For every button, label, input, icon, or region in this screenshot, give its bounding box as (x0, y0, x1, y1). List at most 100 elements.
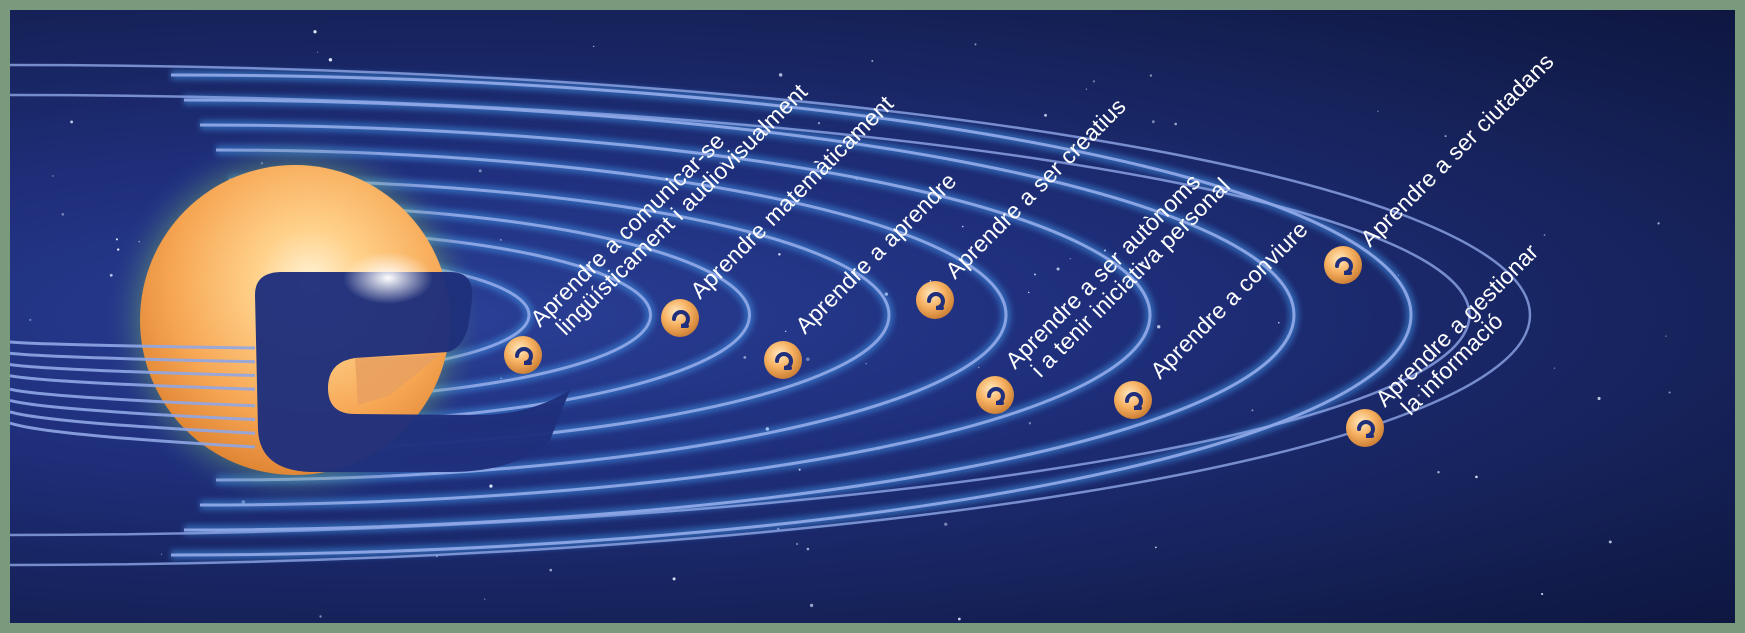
star (743, 356, 747, 359)
competence-label-line1: Aprendre a gestionar (1370, 238, 1543, 411)
star (1151, 120, 1155, 124)
star (115, 238, 118, 241)
star (871, 60, 874, 62)
star (957, 617, 961, 621)
star (1069, 257, 1072, 260)
star (1668, 391, 1671, 394)
star (809, 603, 814, 608)
e-logo-planet-icon (1346, 409, 1384, 447)
orbit-ring-left (10, 363, 256, 377)
star (499, 238, 502, 241)
star (795, 542, 799, 546)
star (316, 51, 319, 53)
star (313, 30, 317, 34)
star (961, 225, 964, 228)
star (865, 362, 867, 365)
star (1056, 267, 1060, 271)
orbit-ring-left (10, 410, 256, 435)
star (1665, 335, 1667, 337)
e-logo-planet-icon (661, 299, 699, 337)
orbit-ring (215, 148, 1008, 482)
star (1044, 113, 1047, 117)
star (478, 169, 482, 173)
star (549, 568, 553, 572)
star (1092, 80, 1096, 83)
star (1028, 422, 1032, 425)
star (328, 58, 333, 62)
star (1174, 122, 1177, 126)
e-logo-sun-icon (105, 130, 570, 510)
orbit-ring-outer (10, 93, 1472, 537)
star (1608, 540, 1612, 544)
e-logo-planet-icon (976, 376, 1014, 414)
star (1149, 74, 1153, 77)
e-logo-planet-icon (504, 336, 542, 374)
orbits-front (10, 340, 256, 449)
star (1028, 291, 1030, 294)
star (977, 366, 980, 369)
star (160, 553, 163, 555)
star (1417, 394, 1420, 397)
star (319, 615, 322, 618)
orbit-ring (183, 98, 1296, 532)
star (1154, 546, 1157, 549)
star (1541, 592, 1544, 596)
star (1251, 409, 1254, 412)
star (798, 468, 801, 471)
star (1657, 222, 1660, 225)
e-logo-planet-icon (1114, 381, 1152, 419)
star (806, 547, 810, 551)
star (61, 212, 65, 216)
star (778, 253, 781, 256)
orbit-ring-left (10, 374, 256, 391)
star (784, 330, 787, 332)
star (70, 120, 74, 124)
star (1157, 325, 1161, 329)
orbit-ring-outer (10, 63, 1532, 567)
star (1104, 249, 1106, 252)
star (1543, 234, 1546, 236)
star (844, 276, 846, 278)
star (719, 161, 722, 164)
star (1085, 88, 1088, 90)
orbit-ring-left (10, 421, 256, 449)
competence-label: Aprendre a ser ciutadans (1355, 48, 1559, 252)
star (29, 318, 32, 322)
orbit-ring-left (10, 399, 256, 421)
star (806, 357, 810, 361)
orbit-ring (170, 73, 1413, 557)
star (1140, 261, 1144, 265)
star (974, 43, 977, 46)
star (1034, 273, 1036, 276)
star (1377, 110, 1379, 113)
e-logo-planet-icon (1324, 246, 1362, 284)
star (672, 577, 676, 581)
orbits (10, 63, 1532, 567)
star (1444, 135, 1447, 138)
star (944, 522, 948, 526)
e-logo-planet-icon (916, 281, 954, 319)
star (1277, 321, 1280, 324)
star (484, 598, 486, 600)
star (489, 484, 493, 488)
star (1475, 475, 1478, 479)
orbit-ring-left (10, 351, 256, 364)
planets (504, 246, 1384, 447)
orbit-ring-left (10, 340, 256, 350)
star (52, 175, 54, 177)
star (929, 280, 932, 282)
star (817, 121, 821, 125)
star (778, 73, 783, 77)
orbit-ring (244, 203, 751, 427)
orbit-ring (199, 123, 1152, 507)
star (1437, 470, 1440, 474)
star (592, 45, 595, 48)
e-logo-planet-icon (764, 341, 802, 379)
orbit-ring-left (10, 387, 256, 408)
star (1553, 367, 1556, 369)
competence-label-line1: Aprendre a ser ciutadans (1355, 48, 1559, 252)
star (1597, 396, 1601, 400)
